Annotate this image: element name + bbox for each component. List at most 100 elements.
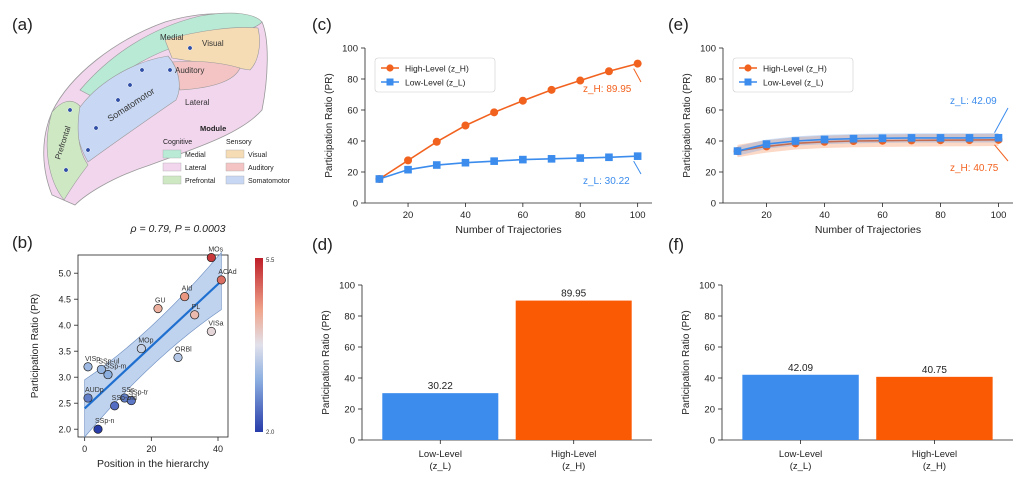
- bar-value-label: 89.95: [561, 289, 586, 300]
- data-point: [633, 59, 642, 68]
- data-point: [907, 134, 916, 142]
- region-markers: [63, 45, 193, 173]
- scatter-point: [126, 396, 136, 406]
- scatter-point: [206, 253, 216, 263]
- region-label-visual: Visual: [202, 39, 224, 48]
- legend-label: Prefrontal: [185, 178, 216, 185]
- point-label: SSs: [122, 387, 135, 394]
- y-tick-label: 2.5: [58, 399, 71, 409]
- legend-title: Module: [200, 124, 226, 133]
- legend-label: High-Level (z_H): [763, 64, 827, 74]
- point-label: SSp-m: [105, 364, 127, 371]
- scatter-point: [206, 326, 216, 336]
- data-point: [576, 76, 585, 85]
- data-point: [605, 153, 613, 162]
- annotation-label: z_L: 42.09: [950, 96, 997, 107]
- series-band: [737, 133, 999, 156]
- chart-title: ρ = 0.79, P = 0.0003: [130, 223, 226, 235]
- point-label: SSp-n: [95, 418, 115, 425]
- scatter-point: [136, 344, 146, 354]
- x-tick-label: 60: [518, 210, 529, 221]
- y-axis-label: Participation Ratio (PR): [681, 310, 692, 414]
- x-axis-label: Number of Trajectories: [815, 224, 921, 236]
- chart-f: 0 20 40 60 80 100 Participation Ratio (PR) 42.0…: [681, 281, 1013, 472]
- legend-label: Low-Level (z_L): [405, 78, 466, 88]
- y-tick-label: 40: [704, 374, 715, 385]
- annotation-label: z_L: 30.22: [583, 176, 630, 187]
- y-tick-label: 100: [342, 44, 358, 55]
- scatter-point: [173, 352, 183, 362]
- x-tick-label: 20: [146, 444, 156, 454]
- y-tick-label: 2.0: [58, 425, 71, 435]
- data-point: [936, 134, 945, 142]
- data-point: [733, 147, 742, 155]
- legend-swatch: [225, 149, 245, 159]
- y-tick-label: 0: [353, 199, 358, 210]
- y-tick-label: 0: [711, 199, 716, 210]
- legend-swatch: [162, 175, 182, 185]
- y-tick-label: 60: [344, 343, 355, 354]
- annotation-label: z_H: 89.95: [583, 84, 632, 95]
- data-point: [994, 133, 1003, 142]
- region-marker: [167, 67, 173, 73]
- point-label: ACAd: [218, 269, 236, 276]
- category-label-sub: (z_H): [562, 461, 585, 472]
- x-tick-label: 20: [403, 210, 414, 221]
- y-tick-label: 4.0: [58, 321, 71, 331]
- x-tick-label: 20: [761, 210, 772, 221]
- data-point: [461, 121, 470, 130]
- category-label: Low-Level: [419, 449, 462, 460]
- point-label: AUDp: [85, 387, 104, 394]
- region-label-lateral: Lateral: [185, 98, 210, 107]
- series-line: [737, 139, 999, 152]
- chart-e: 0 20 40 60 80 100 20 40 60 80 100 Number of Traject…: [682, 44, 1013, 236]
- point-label: VISa: [208, 320, 223, 327]
- category-label-sub: (z_L): [429, 461, 451, 472]
- panel-label-c: (c): [312, 15, 332, 34]
- legend-marker: [744, 78, 752, 86]
- category-label-sub: (z_L): [790, 461, 812, 472]
- data-point: [820, 135, 829, 144]
- x-tick-label: 40: [213, 444, 223, 454]
- series-line: [737, 136, 999, 152]
- scatter-point: [216, 275, 226, 285]
- data-point: [547, 85, 556, 94]
- legend-swatch: [162, 149, 182, 159]
- scatter-point: [83, 393, 93, 403]
- panel-label-f: (f): [668, 235, 684, 254]
- y-tick-label: 3.0: [58, 373, 71, 383]
- region-marker: [63, 167, 69, 173]
- module-legend: Module Cognitive Sensory Medial Visual Lat…: [162, 124, 291, 185]
- annotation-label: z_H: 40.75: [950, 163, 999, 174]
- data-point: [432, 161, 441, 169]
- category-label: High-Level: [912, 449, 957, 460]
- bar: [515, 300, 632, 440]
- legend-marker: [386, 64, 394, 72]
- data-point: [604, 67, 613, 76]
- y-tick-label: 80: [344, 312, 355, 323]
- chart-c: 0 20 40 60 80 100 20 40 60 80 100 Number of Traject…: [324, 44, 652, 236]
- x-tick-label: 0: [82, 444, 87, 454]
- legend-marker: [386, 78, 394, 86]
- legend-cognitive: Cognitive: [163, 139, 192, 146]
- data-point: [791, 137, 800, 145]
- legend-sensory: Sensory: [226, 139, 252, 146]
- data-point: [375, 175, 384, 183]
- data-point: [762, 140, 771, 148]
- region-somatomotor: [76, 55, 180, 163]
- point-label: MOp: [138, 338, 153, 345]
- bar-value-label: 30.22: [428, 381, 453, 392]
- x-tick-label: 100: [630, 210, 646, 221]
- bar: [382, 393, 499, 440]
- series-line: [378, 62, 638, 180]
- x-tick-label: 80: [575, 210, 586, 221]
- annotation-arrow: [994, 107, 1009, 133]
- data-point: [404, 165, 412, 174]
- data-point: [576, 154, 585, 162]
- scatter-point: [190, 310, 200, 320]
- data-point: [849, 134, 858, 143]
- point-label: VISp: [85, 356, 100, 363]
- legend-box: [374, 57, 496, 93]
- region-marker: [187, 45, 193, 51]
- point-label: PL: [192, 304, 201, 311]
